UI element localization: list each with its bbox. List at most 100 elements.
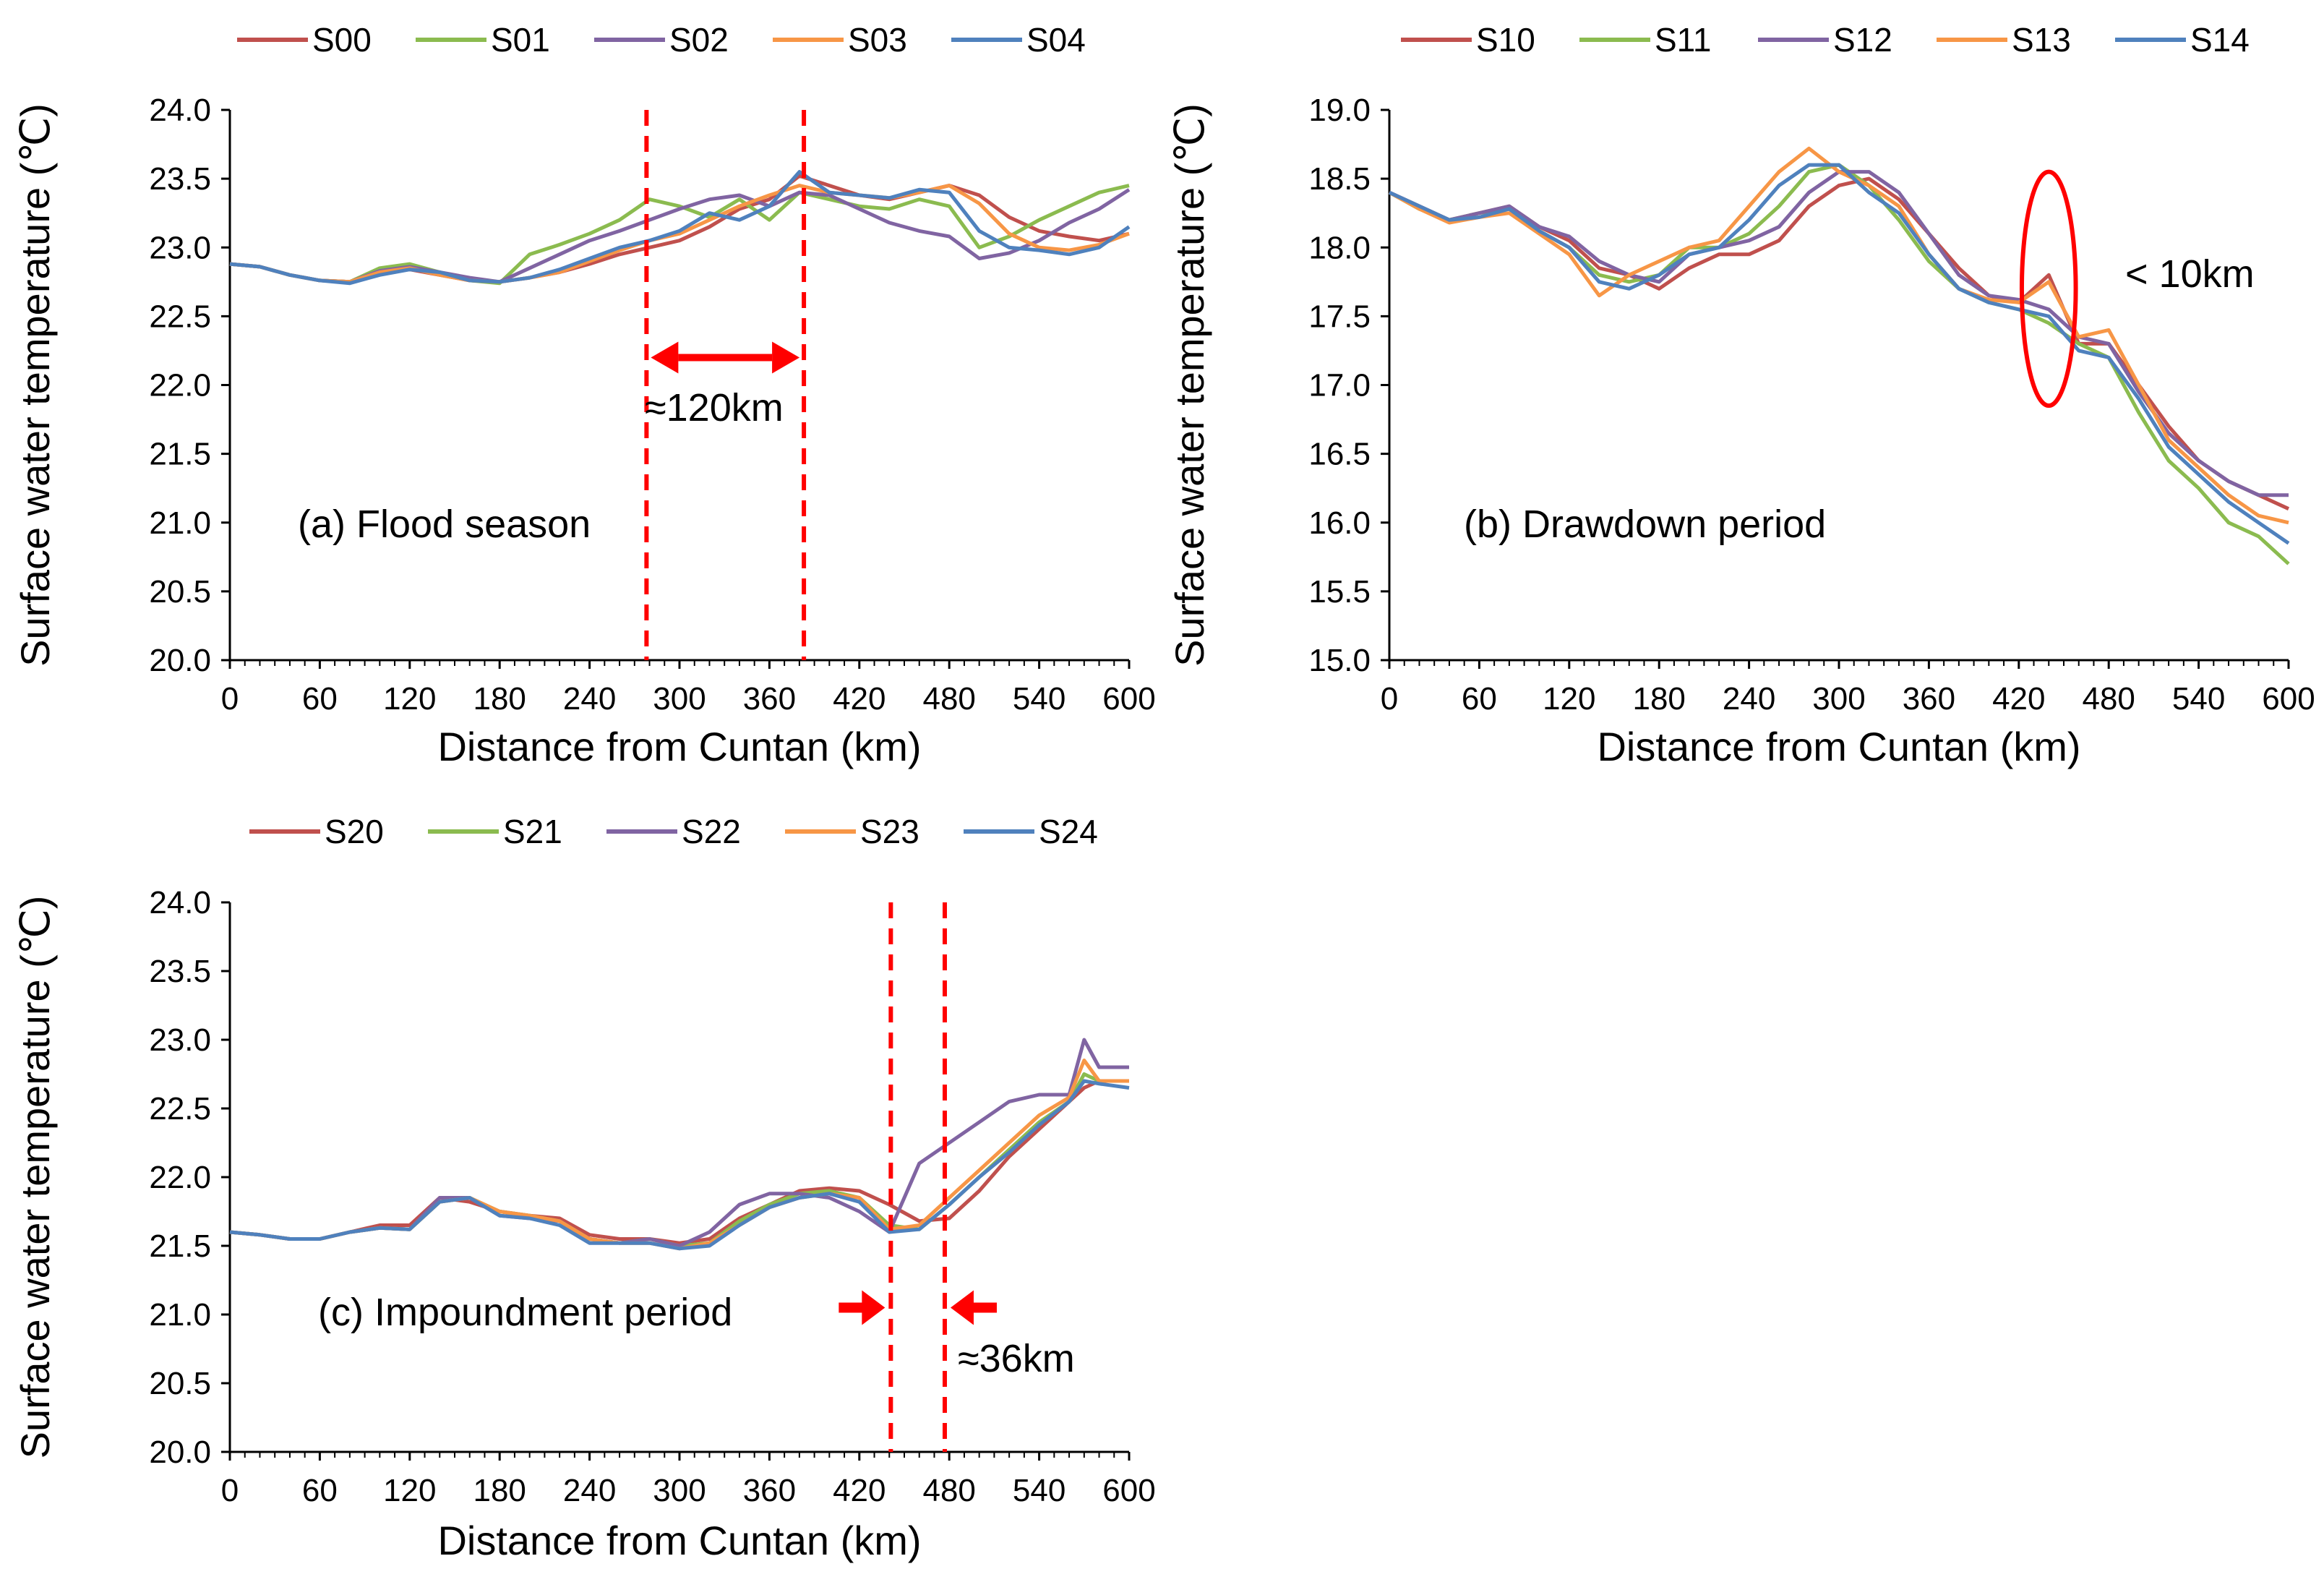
x-tick-label: 360: [1903, 681, 1955, 717]
x-tick-label: 60: [302, 681, 338, 717]
y-tick-label: 18.5: [1308, 161, 1371, 197]
plot-area: 15.0 15.5 16.0 16.5 17.0 17.5 18.0 18.5 19.0 0 60 1…: [1308, 93, 2315, 717]
legend-entry-s02: S02: [669, 21, 729, 59]
annotation-ellipse: [2019, 169, 2078, 409]
x-tick-label: 300: [1812, 681, 1865, 717]
y-tick-label: 15.0: [1308, 643, 1371, 678]
annotation-arrow-head: [862, 1290, 886, 1325]
series-line-s04: [229, 170, 1131, 286]
x-axis-title: Distance from Cuntan (km): [437, 1518, 921, 1563]
panel-label: (b) Drawdown period: [1464, 503, 1826, 546]
y-tick-label: 21.5: [149, 437, 211, 472]
series-line-s03: [229, 184, 1130, 284]
legend-entry-s13: S13: [2012, 21, 2071, 59]
x-tick-label: 480: [922, 681, 975, 717]
y-tick-label: 19.0: [1308, 93, 1371, 128]
x-tick-label: 600: [1102, 681, 1155, 717]
series-line-s20: [229, 1079, 1129, 1245]
y-tick-label: 22.5: [149, 1091, 211, 1127]
legend-entry-s22: S22: [682, 813, 741, 850]
x-tick-label: 300: [653, 1473, 706, 1508]
x-tick-label: 420: [833, 1473, 886, 1508]
x-tick-label: 240: [563, 1473, 616, 1508]
legend-entry-s20: S20: [325, 813, 384, 850]
series-line-s22: [229, 1038, 1129, 1248]
annotation-arrow-head: [772, 341, 800, 374]
legend: S00 S01 S02 S03 S04: [237, 21, 1086, 59]
legend-entry-s12: S12: [1833, 21, 1892, 59]
y-tick-label: 16.5: [1308, 437, 1371, 472]
y-tick-label: 20.5: [149, 574, 211, 610]
y-tick-label: 20.0: [149, 643, 211, 678]
panel-label: (a) Flood season: [298, 503, 591, 546]
x-tick-label: 480: [2082, 681, 2135, 717]
legend-entry-s00: S00: [312, 21, 372, 59]
series-line-s24: [229, 1079, 1130, 1251]
plot-area: 20.0 20.5 21.0 21.5 22.0 22.5 23.0 23.5 24.0 0 60 1…: [149, 885, 1155, 1508]
series-line-s21: [229, 1072, 1129, 1248]
annotation-distance-label: ≈36km: [958, 1337, 1075, 1380]
x-axis-title: Distance from Cuntan (km): [437, 724, 921, 769]
legend-entry-s04: S04: [1026, 21, 1086, 59]
chart-impoundment-period: S20 S21 S22 S23 S24 20.0 20.5 21.0 21.5 22.0 22.5…: [12, 813, 1156, 1563]
y-axis-title: Surface water temperature (℃): [12, 103, 58, 667]
chart-flood-season: S00 S01 S02 S03 S04 20.0 20.5 21.0 21.5 22.0 22.5…: [12, 21, 1156, 769]
series-line-s02: [229, 188, 1131, 284]
y-tick-label: 21.5: [149, 1228, 211, 1264]
legend-entry-s03: S03: [848, 21, 907, 59]
x-tick-label: 60: [302, 1473, 338, 1508]
y-tick-label: 23.5: [149, 161, 211, 197]
y-axis-title: Surface water temperature (℃): [12, 896, 58, 1459]
y-axis-title: Surface water temperature (℃): [1167, 103, 1212, 667]
legend-entry-s11: S11: [1655, 21, 1711, 59]
x-tick-label: 540: [1013, 681, 1065, 717]
y-tick-label: 24.0: [149, 885, 211, 920]
legend-entry-s23: S23: [860, 813, 919, 850]
y-tick-label: 17.5: [1308, 299, 1371, 334]
y-tick-label: 21.0: [149, 505, 211, 541]
y-tick-label: 23.0: [149, 1022, 211, 1058]
x-tick-label: 540: [2172, 681, 2225, 717]
y-tick-label: 20.5: [149, 1366, 211, 1401]
annotation-distance-label: < 10km: [2125, 252, 2255, 296]
y-tick-label: 22.0: [149, 368, 211, 403]
panel-label: (c) Impoundment period: [318, 1291, 732, 1334]
x-tick-label: 120: [383, 681, 436, 717]
series-line-s01: [229, 184, 1130, 286]
y-tick-label: 24.0: [149, 93, 211, 128]
annotation-arrow-head: [651, 341, 679, 374]
x-tick-label: 0: [221, 1473, 239, 1508]
y-tick-label: 17.0: [1308, 368, 1371, 403]
y-tick-label: 16.0: [1308, 505, 1371, 541]
chart-drawdown-period: S10 S11 S12 S13 S14 15.0 15.5 16.0 16.5 17.0 17.5…: [1167, 21, 2315, 769]
x-tick-label: 600: [1102, 1473, 1155, 1508]
legend-entry-s10: S10: [1476, 21, 1535, 59]
y-tick-label: 22.5: [149, 299, 211, 334]
x-tick-label: 180: [473, 1473, 526, 1508]
legend: S10 S11 S12 S13 S14: [1401, 21, 2250, 59]
series-line-s13: [1388, 146, 2289, 525]
x-tick-label: 360: [743, 681, 796, 717]
y-tick-label: 21.0: [149, 1297, 211, 1333]
x-tick-label: 60: [1462, 681, 1497, 717]
x-tick-label: 180: [1632, 681, 1685, 717]
x-tick-label: 600: [2262, 681, 2315, 717]
series-line-s23: [229, 1059, 1129, 1251]
y-tick-label: 15.5: [1308, 574, 1371, 610]
y-tick-label: 20.0: [149, 1435, 211, 1470]
series-line-s14: [1388, 163, 2290, 545]
y-tick-label: 22.0: [149, 1160, 211, 1195]
x-tick-label: 120: [383, 1473, 436, 1508]
x-tick-label: 240: [563, 681, 616, 717]
legend-entry-s01: S01: [491, 21, 550, 59]
x-tick-label: 0: [1381, 681, 1398, 717]
x-tick-label: 0: [221, 681, 239, 717]
x-tick-label: 420: [833, 681, 886, 717]
x-tick-label: 540: [1013, 1473, 1065, 1508]
y-tick-label: 18.0: [1308, 230, 1371, 265]
x-tick-label: 120: [1543, 681, 1595, 717]
annotation-arrow-head: [950, 1290, 974, 1325]
y-tick-label: 23.5: [149, 954, 211, 989]
plot-area: 20.0 20.5 21.0 21.5 22.0 22.5 23.0 23.5 24.0 0 60 1…: [149, 93, 1155, 717]
